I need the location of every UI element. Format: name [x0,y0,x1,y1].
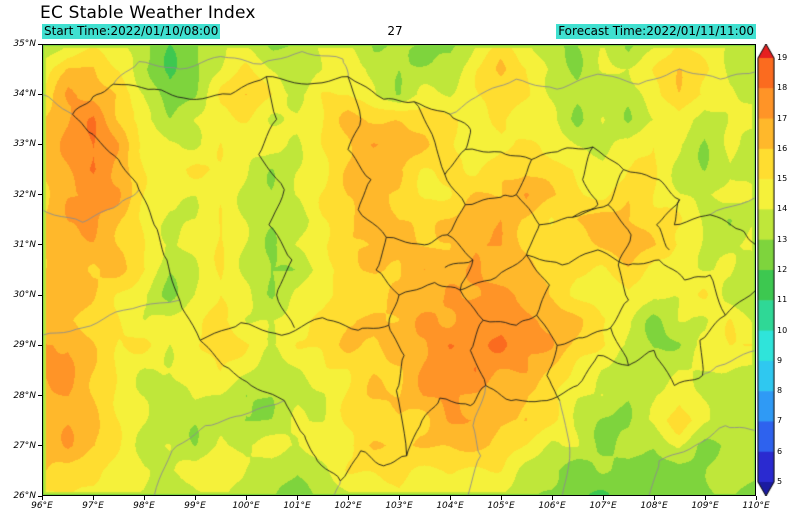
x-tick-mark [296,496,298,500]
y-tick-mark [38,43,42,45]
x-tick-mark [755,496,757,500]
colorbar-tick-label: 13 [777,234,788,244]
colorbar-tick-label: 11 [777,295,788,305]
y-tick-mark [38,244,42,246]
colorbar-tick-label: 8 [777,386,783,396]
y-tick-mark [38,445,42,447]
y-tick-label: 29°N [13,340,36,351]
colorbar-tick-label: 15 [777,174,788,184]
x-tick-label: 102°E [334,501,362,511]
x-tick-label: 100°E [232,501,260,511]
colorbar-tick-label: 17 [777,113,788,123]
colorbar-tick-label: 16 [777,143,788,153]
x-tick-mark [449,496,451,500]
start-time-badge: Start Time:2022/01/10/08:00 [42,24,221,39]
y-tick-label: 28°N [13,390,36,401]
x-tick-mark [653,496,655,500]
x-tick-label: 103°E [385,501,413,511]
y-tick-mark [38,93,42,95]
x-tick-mark [143,496,145,500]
x-tick-label: 106°E [538,501,566,511]
y-tick-label: 26°N [13,491,36,501]
x-tick-mark [347,496,349,500]
x-tick-label: 105°E [487,501,515,511]
x-tick-label: 96°E [31,501,53,511]
x-tick-mark [194,496,196,500]
colorbar-tick-label: 5 [777,477,783,486]
colorbar-tick-label: 12 [777,265,788,274]
x-tick-label: 97°E [82,501,104,511]
colorbar-tick-label: 14 [777,204,788,214]
colorbar-tick-label: 7 [777,416,783,426]
y-tick-label: 33°N [13,139,36,150]
x-tick-mark [551,496,553,500]
page-title: EC Stable Weather Index [40,3,256,23]
y-tick-label: 34°N [13,89,36,100]
y-tick-mark [38,143,42,145]
x-tick-label: 98°E [133,501,155,511]
y-tick-mark [38,294,42,296]
y-tick-label: 27°N [13,440,36,451]
y-tick-label: 35°N [13,39,36,49]
x-tick-label: 109°E [691,501,719,511]
x-tick-mark [398,496,400,500]
x-tick-mark [92,496,94,500]
x-tick-mark [500,496,502,500]
x-tick-label: 107°E [589,501,617,511]
x-tick-mark [602,496,604,500]
x-tick-mark [245,496,247,500]
forecast-time-badge: Forecast Time:2022/01/11/11:00 [556,24,756,39]
y-tick-mark [38,194,42,196]
x-tick-label: 104°E [436,501,464,511]
colorbar-tick-label: 6 [777,446,783,456]
y-tick-mark [38,495,42,497]
colorbar-tick-label: 10 [777,325,788,335]
x-tick-mark [41,496,43,500]
colorbar [757,44,775,496]
colorbar-tick-label: 19 [777,53,788,62]
x-tick-label: 101°E [283,501,311,511]
x-tick-label: 110°E [742,501,770,511]
y-tick-mark [38,395,42,397]
y-tick-label: 30°N [13,290,36,301]
weather-map-canvas [42,44,756,496]
x-tick-mark [704,496,706,500]
x-tick-label: 108°E [640,501,668,511]
colorbar-tick-label: 9 [777,355,783,365]
map-plot-area [42,44,756,496]
forecast-hour-label: 27 [387,24,403,38]
y-tick-label: 32°N [13,189,36,200]
y-tick-mark [38,344,42,346]
colorbar-tick-label: 18 [777,83,788,93]
x-tick-label: 99°E [184,501,206,511]
y-tick-label: 31°N [13,239,36,250]
